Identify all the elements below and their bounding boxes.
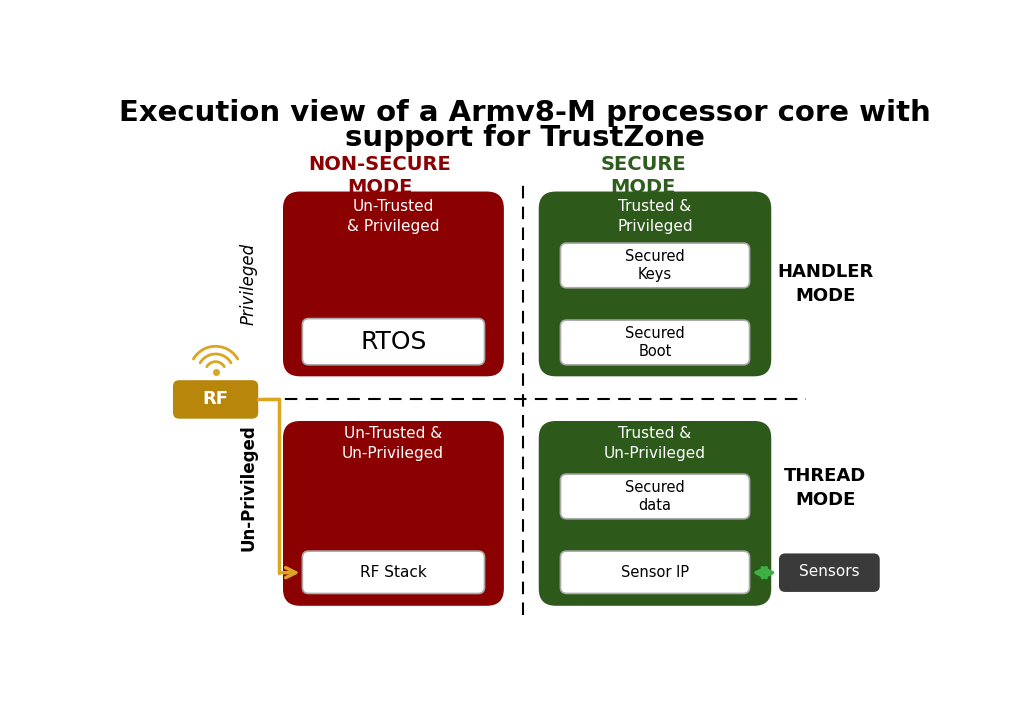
Text: Secured
Boot: Secured Boot — [625, 326, 685, 358]
FancyBboxPatch shape — [302, 551, 484, 594]
Text: Secured
Keys: Secured Keys — [625, 250, 685, 282]
FancyBboxPatch shape — [539, 421, 771, 606]
Text: Secured
data: Secured data — [625, 480, 685, 513]
FancyBboxPatch shape — [560, 474, 750, 519]
Text: SECURE
MODE: SECURE MODE — [600, 155, 686, 197]
FancyBboxPatch shape — [283, 191, 504, 376]
FancyBboxPatch shape — [539, 191, 771, 376]
Text: HANDLER
MODE: HANDLER MODE — [777, 263, 873, 305]
Text: Privileged: Privileged — [240, 243, 257, 325]
Text: Sensors: Sensors — [799, 564, 860, 579]
FancyBboxPatch shape — [302, 318, 484, 365]
FancyBboxPatch shape — [173, 380, 258, 419]
Text: Sensor IP: Sensor IP — [621, 565, 689, 580]
FancyBboxPatch shape — [560, 243, 750, 288]
Text: RF Stack: RF Stack — [360, 565, 427, 580]
Text: support for TrustZone: support for TrustZone — [345, 124, 705, 152]
FancyBboxPatch shape — [283, 421, 504, 606]
FancyBboxPatch shape — [779, 554, 880, 592]
Text: Execution view of a Armv8-M processor core with: Execution view of a Armv8-M processor co… — [119, 99, 931, 127]
Text: RTOS: RTOS — [360, 330, 427, 353]
Text: Trusted &
Un-Privileged: Trusted & Un-Privileged — [604, 427, 706, 461]
Text: Un-Trusted
& Privileged: Un-Trusted & Privileged — [347, 199, 439, 234]
Text: RF: RF — [203, 389, 228, 408]
Text: THREAD
MODE: THREAD MODE — [784, 467, 866, 509]
Text: Un-Privileged: Un-Privileged — [240, 424, 257, 551]
FancyBboxPatch shape — [560, 320, 750, 365]
Text: NON-SECURE
MODE: NON-SECURE MODE — [308, 155, 452, 197]
FancyBboxPatch shape — [560, 551, 750, 594]
Text: Trusted &
Privileged: Trusted & Privileged — [617, 199, 693, 234]
Text: Un-Trusted &
Un-Privileged: Un-Trusted & Un-Privileged — [342, 427, 444, 461]
